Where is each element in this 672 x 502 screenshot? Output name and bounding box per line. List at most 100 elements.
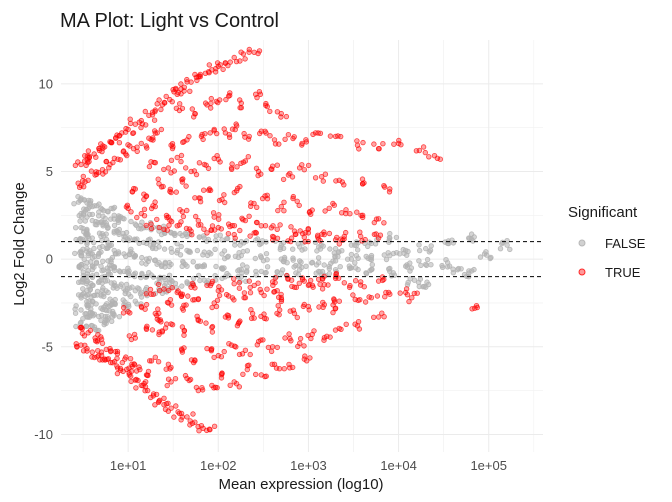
point-false — [91, 245, 97, 252]
point-true — [255, 280, 261, 286]
point-true — [381, 276, 387, 283]
point-false — [108, 318, 115, 324]
point-true — [332, 306, 338, 312]
point-false — [137, 291, 144, 297]
point-true — [139, 121, 146, 127]
point-true — [80, 173, 86, 180]
point-false — [99, 230, 105, 237]
point-true — [330, 309, 336, 316]
point-false — [387, 265, 393, 272]
y-tick-label: 10 — [39, 76, 53, 91]
point-false — [280, 258, 286, 264]
point-true — [334, 234, 340, 241]
point-true — [141, 206, 148, 212]
point-true — [285, 276, 291, 282]
point-true — [82, 152, 88, 159]
point-true — [145, 368, 152, 375]
point-false — [290, 246, 296, 252]
point-true — [116, 139, 123, 146]
point-false — [352, 242, 358, 248]
point-true — [398, 141, 404, 148]
point-false — [126, 251, 132, 257]
point-true — [163, 93, 169, 100]
point-true — [176, 107, 183, 114]
point-true — [192, 285, 198, 291]
point-false — [146, 255, 152, 262]
point-true — [371, 314, 377, 320]
point-true — [127, 116, 133, 122]
point-true — [227, 382, 233, 388]
point-true — [256, 88, 263, 95]
point-true — [397, 290, 403, 296]
point-false — [115, 219, 122, 225]
point-true — [93, 154, 99, 160]
y-tick-label: 5 — [46, 164, 53, 179]
point-true — [336, 241, 342, 247]
point-true — [206, 62, 212, 68]
point-true — [123, 125, 129, 132]
point-true — [124, 152, 130, 159]
point-true — [288, 338, 294, 344]
point-true — [181, 332, 187, 338]
point-true — [381, 220, 387, 226]
point-true — [130, 130, 136, 136]
point-false — [450, 270, 456, 276]
point-true — [282, 136, 288, 142]
point-true — [218, 226, 224, 232]
point-true — [259, 195, 266, 202]
point-false — [190, 259, 196, 265]
point-false — [393, 234, 400, 241]
point-true — [180, 307, 186, 313]
point-true — [124, 366, 130, 372]
point-false — [108, 280, 114, 286]
point-true — [203, 162, 209, 168]
point-true — [288, 224, 294, 230]
point-false — [213, 263, 219, 270]
point-true — [311, 328, 317, 334]
point-false — [161, 246, 168, 252]
y-tick-label: 0 — [46, 252, 53, 267]
point-true — [320, 178, 326, 184]
point-true — [274, 344, 280, 351]
x-axis-ticks: 1e+01 1e+02 1e+03 1e+04 1e+05 — [110, 458, 507, 473]
point-true — [215, 216, 222, 222]
point-true — [366, 294, 372, 300]
point-true — [163, 366, 169, 372]
point-false — [120, 297, 126, 303]
point-true — [347, 210, 353, 217]
point-true — [386, 289, 392, 296]
point-true — [257, 286, 263, 293]
point-true — [186, 133, 192, 140]
point-true — [316, 304, 322, 310]
point-true — [232, 235, 238, 241]
point-true — [245, 136, 252, 142]
point-false — [196, 234, 203, 240]
point-false — [263, 269, 269, 276]
point-true — [327, 334, 333, 340]
point-false — [82, 293, 88, 299]
point-true — [226, 341, 232, 347]
point-true — [114, 348, 121, 355]
point-true — [270, 282, 276, 289]
point-true — [97, 357, 103, 363]
point-false — [443, 257, 449, 263]
point-false — [131, 271, 137, 278]
point-true — [127, 373, 134, 379]
point-true — [379, 310, 385, 316]
point-true — [268, 348, 275, 355]
point-false — [461, 271, 468, 278]
point-true — [144, 323, 150, 329]
point-false — [140, 239, 147, 246]
point-true — [261, 315, 268, 321]
point-true — [248, 315, 255, 322]
point-false — [352, 260, 358, 266]
point-true — [255, 50, 261, 57]
point-true — [171, 414, 177, 420]
point-false — [84, 241, 90, 247]
point-true — [209, 223, 216, 229]
point-true — [287, 170, 293, 177]
point-true — [178, 346, 185, 352]
point-true — [218, 375, 225, 381]
point-true — [156, 288, 163, 294]
point-true — [354, 209, 360, 215]
